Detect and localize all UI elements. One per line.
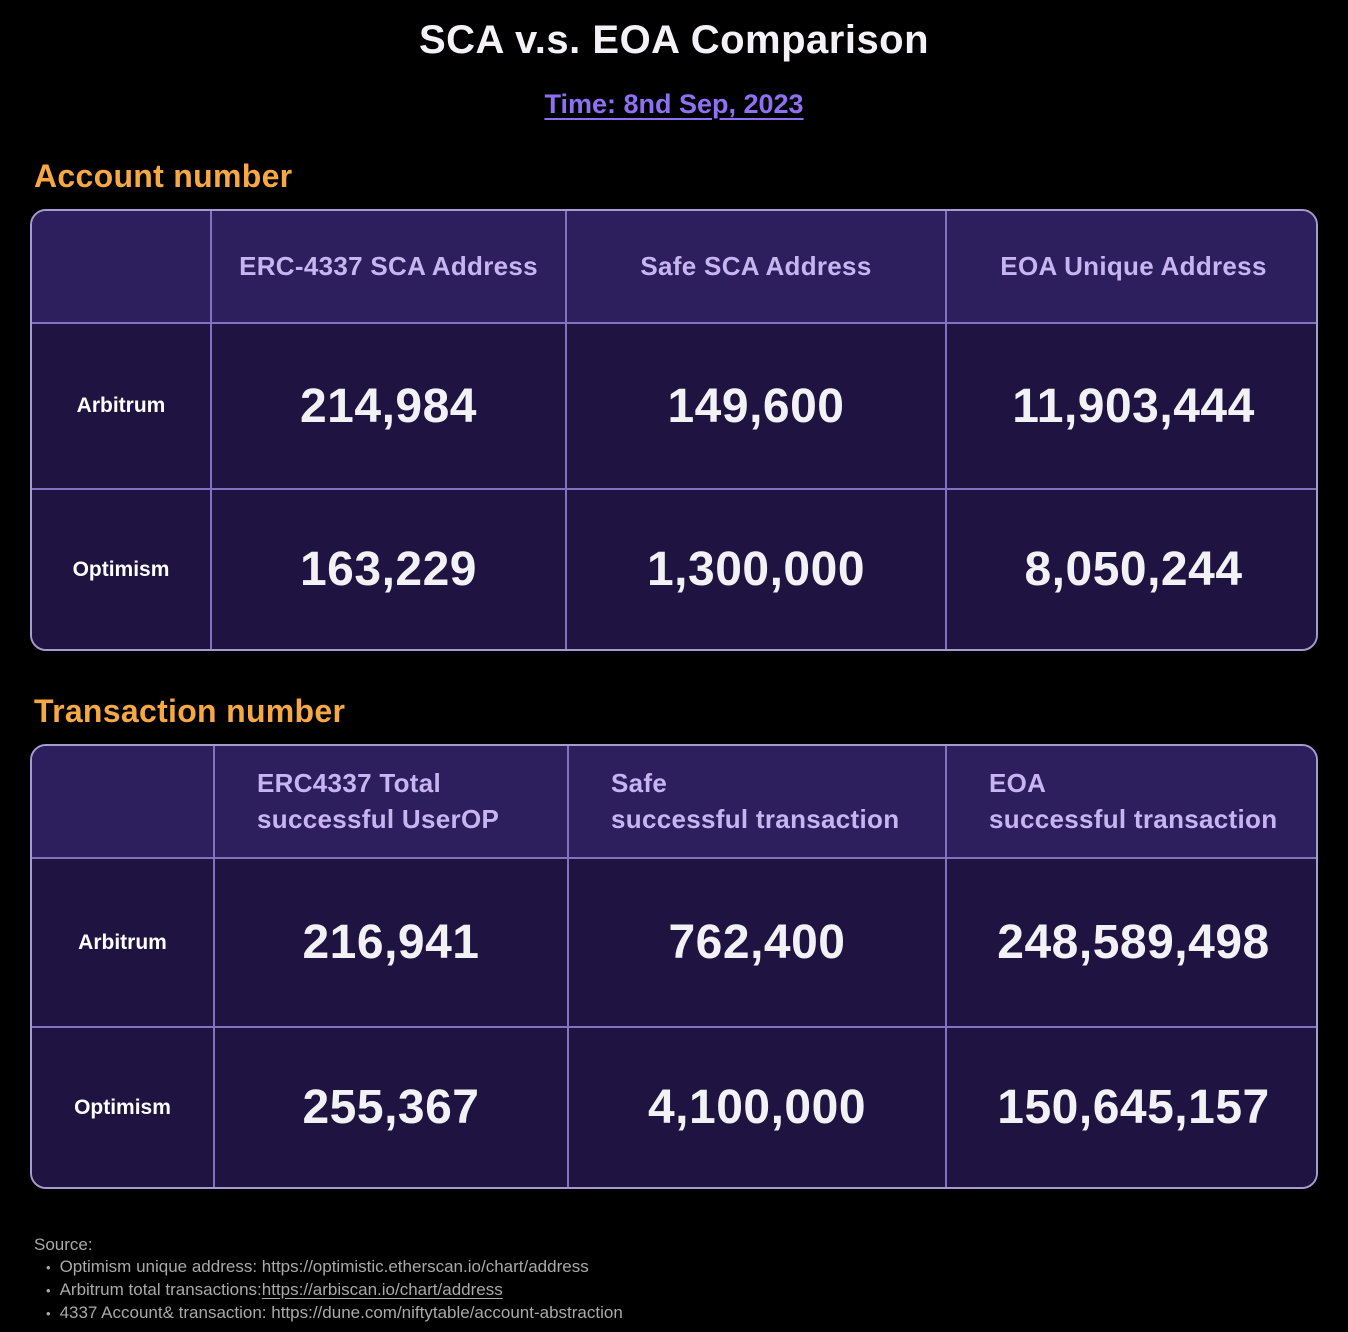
source-text: Arbitrum total transactions: xyxy=(59,1280,262,1299)
value-cell-optimism-erc4337: 163,229 xyxy=(212,490,567,649)
source-item-4337: • 4337 Account& transaction: https://dun… xyxy=(46,1303,1348,1324)
source-item-optimism: • Optimism unique address: https://optim… xyxy=(46,1257,1348,1278)
transaction-table: ERC4337 Total successful UserOP Safe suc… xyxy=(30,744,1318,1189)
transaction-col-header-safe: Safe successful transaction xyxy=(569,746,947,859)
section-heading-account: Account number xyxy=(34,158,293,194)
account-corner-cell xyxy=(32,211,212,324)
source-footer: Source: • Optimism unique address: https… xyxy=(34,1235,1348,1324)
value-cell-optimism-userop: 255,367 xyxy=(215,1028,569,1187)
column-header-label: Safe successful transaction xyxy=(611,768,900,834)
source-text: 4337 Account& transaction: https://dune.… xyxy=(59,1303,623,1322)
value-cell-optimism-safe: 1,300,000 xyxy=(567,490,947,649)
row-label-optimism: Optimism xyxy=(32,490,212,649)
source-item-arbitrum: • Arbitrum total transactions: https://a… xyxy=(46,1280,1348,1301)
value-cell-arbitrum-safe: 149,600 xyxy=(567,324,947,490)
value-cell-arbitrum-safe-tx: 762,400 xyxy=(569,859,947,1028)
value-cell-optimism-eoa: 8,050,244 xyxy=(947,490,1316,649)
account-col-header-eoa: EOA Unique Address xyxy=(947,211,1316,324)
row-label-arbitrum: Arbitrum xyxy=(32,859,215,1028)
section-heading-transaction: Transaction number xyxy=(34,693,346,729)
account-col-header-safe: Safe SCA Address xyxy=(567,211,947,324)
bullet-icon: • xyxy=(46,1283,51,1298)
transaction-col-header-erc4337: ERC4337 Total successful UserOP xyxy=(215,746,569,859)
page-title: SCA v.s. EOA Comparison xyxy=(418,18,930,62)
source-label: Source: xyxy=(34,1235,93,1254)
source-link-arbiscan[interactable]: https://arbiscan.io/chart/address xyxy=(261,1280,503,1299)
column-header-label: Safe SCA Address xyxy=(640,251,872,281)
column-header-label: EOA successful transaction xyxy=(989,768,1278,834)
account-table: ERC-4337 SCA Address Safe SCA Address EO… xyxy=(30,209,1318,651)
value-cell-arbitrum-userop: 216,941 xyxy=(215,859,569,1028)
value-cell-optimism-eoa-tx: 150,645,157 xyxy=(947,1028,1316,1187)
column-header-label: EOA Unique Address xyxy=(1000,251,1267,281)
transaction-col-header-eoa: EOA successful transaction xyxy=(947,746,1316,859)
value-cell-arbitrum-eoa-tx: 248,589,498 xyxy=(947,859,1316,1028)
source-text: Optimism unique address: https://optimis… xyxy=(59,1257,589,1276)
column-header-label: ERC4337 Total successful UserOP xyxy=(257,768,500,834)
value-cell-arbitrum-eoa: 11,903,444 xyxy=(947,324,1316,490)
bullet-icon: • xyxy=(46,1306,51,1321)
date-line: Time: 8nd Sep, 2023 xyxy=(0,89,1348,120)
value-cell-arbitrum-erc4337: 214,984 xyxy=(212,324,567,490)
row-label-optimism: Optimism xyxy=(32,1028,215,1187)
date-link[interactable]: Time: 8nd Sep, 2023 xyxy=(544,89,804,119)
bullet-icon: • xyxy=(46,1260,51,1275)
column-header-label: ERC-4337 SCA Address xyxy=(239,251,538,281)
transaction-corner-cell xyxy=(32,746,215,859)
row-label-arbitrum: Arbitrum xyxy=(32,324,212,490)
account-col-header-erc4337: ERC-4337 SCA Address xyxy=(212,211,567,324)
value-cell-optimism-safe-tx: 4,100,000 xyxy=(569,1028,947,1187)
